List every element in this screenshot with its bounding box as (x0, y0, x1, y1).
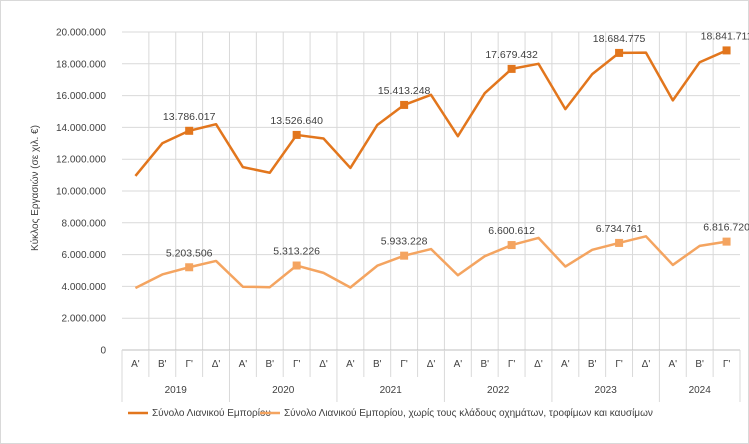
data-point-marker (400, 100, 409, 109)
x-tick-label-year: 2020 (272, 385, 295, 396)
data-label: 15.413.248 (378, 85, 431, 97)
x-tick-label-quarter: Δ' (534, 359, 543, 370)
y-tick-label: 0 (100, 346, 106, 357)
y-tick-label: 8.000.000 (62, 218, 107, 229)
y-axis-title: Κύκλος Εργασιών (σε χιλ. €) (29, 125, 41, 251)
legend: Σύνολο Λιανικού Εμπορίου Σύνολο Λιανικού … (128, 407, 653, 419)
x-tick-label-quarter: Α' (454, 359, 463, 370)
x-tick-label-year: 2023 (595, 385, 618, 396)
data-label: 6.734.761 (596, 223, 643, 235)
data-label: 6.600.612 (488, 225, 535, 237)
x-tick-label-quarter: Α' (239, 359, 248, 370)
x-tick-label-quarter: Β' (373, 359, 382, 370)
x-tick-label-quarter: Γ' (723, 359, 731, 370)
y-tick-label: 14.000.000 (56, 123, 106, 134)
series-line-2 (134, 235, 727, 290)
x-tick-label-year: 2019 (165, 385, 188, 396)
y-tick-label: 12.000.000 (56, 155, 106, 166)
x-tick-label-quarter: Γ' (615, 359, 623, 370)
x-tick-label-year: 2024 (689, 385, 712, 396)
data-point-marker (722, 237, 731, 246)
x-tick-label-quarter: Α' (346, 359, 355, 370)
x-tick-label-quarter: Α' (131, 359, 140, 370)
x-tick-label-quarter: Β' (480, 359, 489, 370)
x-tick-label-quarter: Γ' (293, 359, 301, 370)
data-point-marker (400, 251, 409, 260)
y-tick-label: 10.000.000 (56, 187, 106, 198)
x-tick-label-quarter: Α' (669, 359, 678, 370)
x-tick-label-quarter: Δ' (427, 359, 436, 370)
data-label: 5.313.226 (273, 246, 320, 258)
data-label: 13.526.640 (270, 115, 323, 127)
legend-label-2: Σύνολο Λιανικού Εμπορίου, χωρίς τους κλά… (284, 407, 653, 419)
gridlines (122, 31, 740, 350)
x-tick-label-quarter: Β' (695, 359, 704, 370)
series-line-1 (134, 49, 728, 177)
data-point-marker (507, 64, 516, 73)
y-tick-label: 6.000.000 (62, 250, 107, 261)
data-point-marker (185, 263, 194, 272)
x-tick-label-quarter: Γ' (185, 359, 193, 370)
x-tick-label-quarter: Β' (158, 359, 167, 370)
y-tick-label: 18.000.000 (56, 59, 106, 70)
y-tick-label: 4.000.000 (62, 282, 107, 293)
data-label: 6.816.720 (703, 222, 749, 234)
x-tick-label-quarter: Δ' (319, 359, 328, 370)
data-label: 13.786.017 (163, 111, 216, 123)
x-tick-label-quarter: Β' (588, 359, 597, 370)
x-tick-label-year: 2021 (380, 385, 403, 396)
data-point-marker (185, 126, 194, 135)
data-point-marker (292, 261, 301, 270)
x-tick-label-quarter: Δ' (212, 359, 221, 370)
data-label: 5.933.228 (381, 236, 428, 248)
data-point-marker (507, 241, 516, 250)
x-tick-label-quarter: Γ' (508, 359, 516, 370)
data-point-marker (292, 130, 301, 139)
data-label: 18.684.775 (593, 33, 646, 45)
data-label: 17.679.432 (485, 49, 538, 61)
x-tick-label-year: 2022 (487, 385, 510, 396)
y-tick-label: 2.000.000 (62, 314, 107, 325)
x-tick-label-quarter: Δ' (642, 359, 651, 370)
data-labels: 13.786.017 13.526.640 15.413.248 17.679.432… (163, 30, 749, 259)
axes: 0 2.000.000 4.000.000 6.000.000 8.000.000 10.… (56, 28, 741, 402)
legend-label-1: Σύνολο Λιανικού Εμπορίου (152, 407, 271, 419)
y-tick-label: 16.000.000 (56, 91, 106, 102)
data-point-marker (722, 46, 731, 55)
x-tick-label-quarter: Γ' (400, 359, 408, 370)
series-lines (134, 46, 731, 290)
data-label: 5.203.506 (166, 247, 213, 259)
data-point-marker (615, 238, 624, 247)
x-tick-label-quarter: Α' (561, 359, 570, 370)
data-point-marker (615, 48, 624, 57)
y-tick-label: 20.000.000 (56, 28, 106, 39)
x-tick-label-quarter: Β' (265, 359, 274, 370)
data-label: 18.841.711 (701, 30, 749, 42)
